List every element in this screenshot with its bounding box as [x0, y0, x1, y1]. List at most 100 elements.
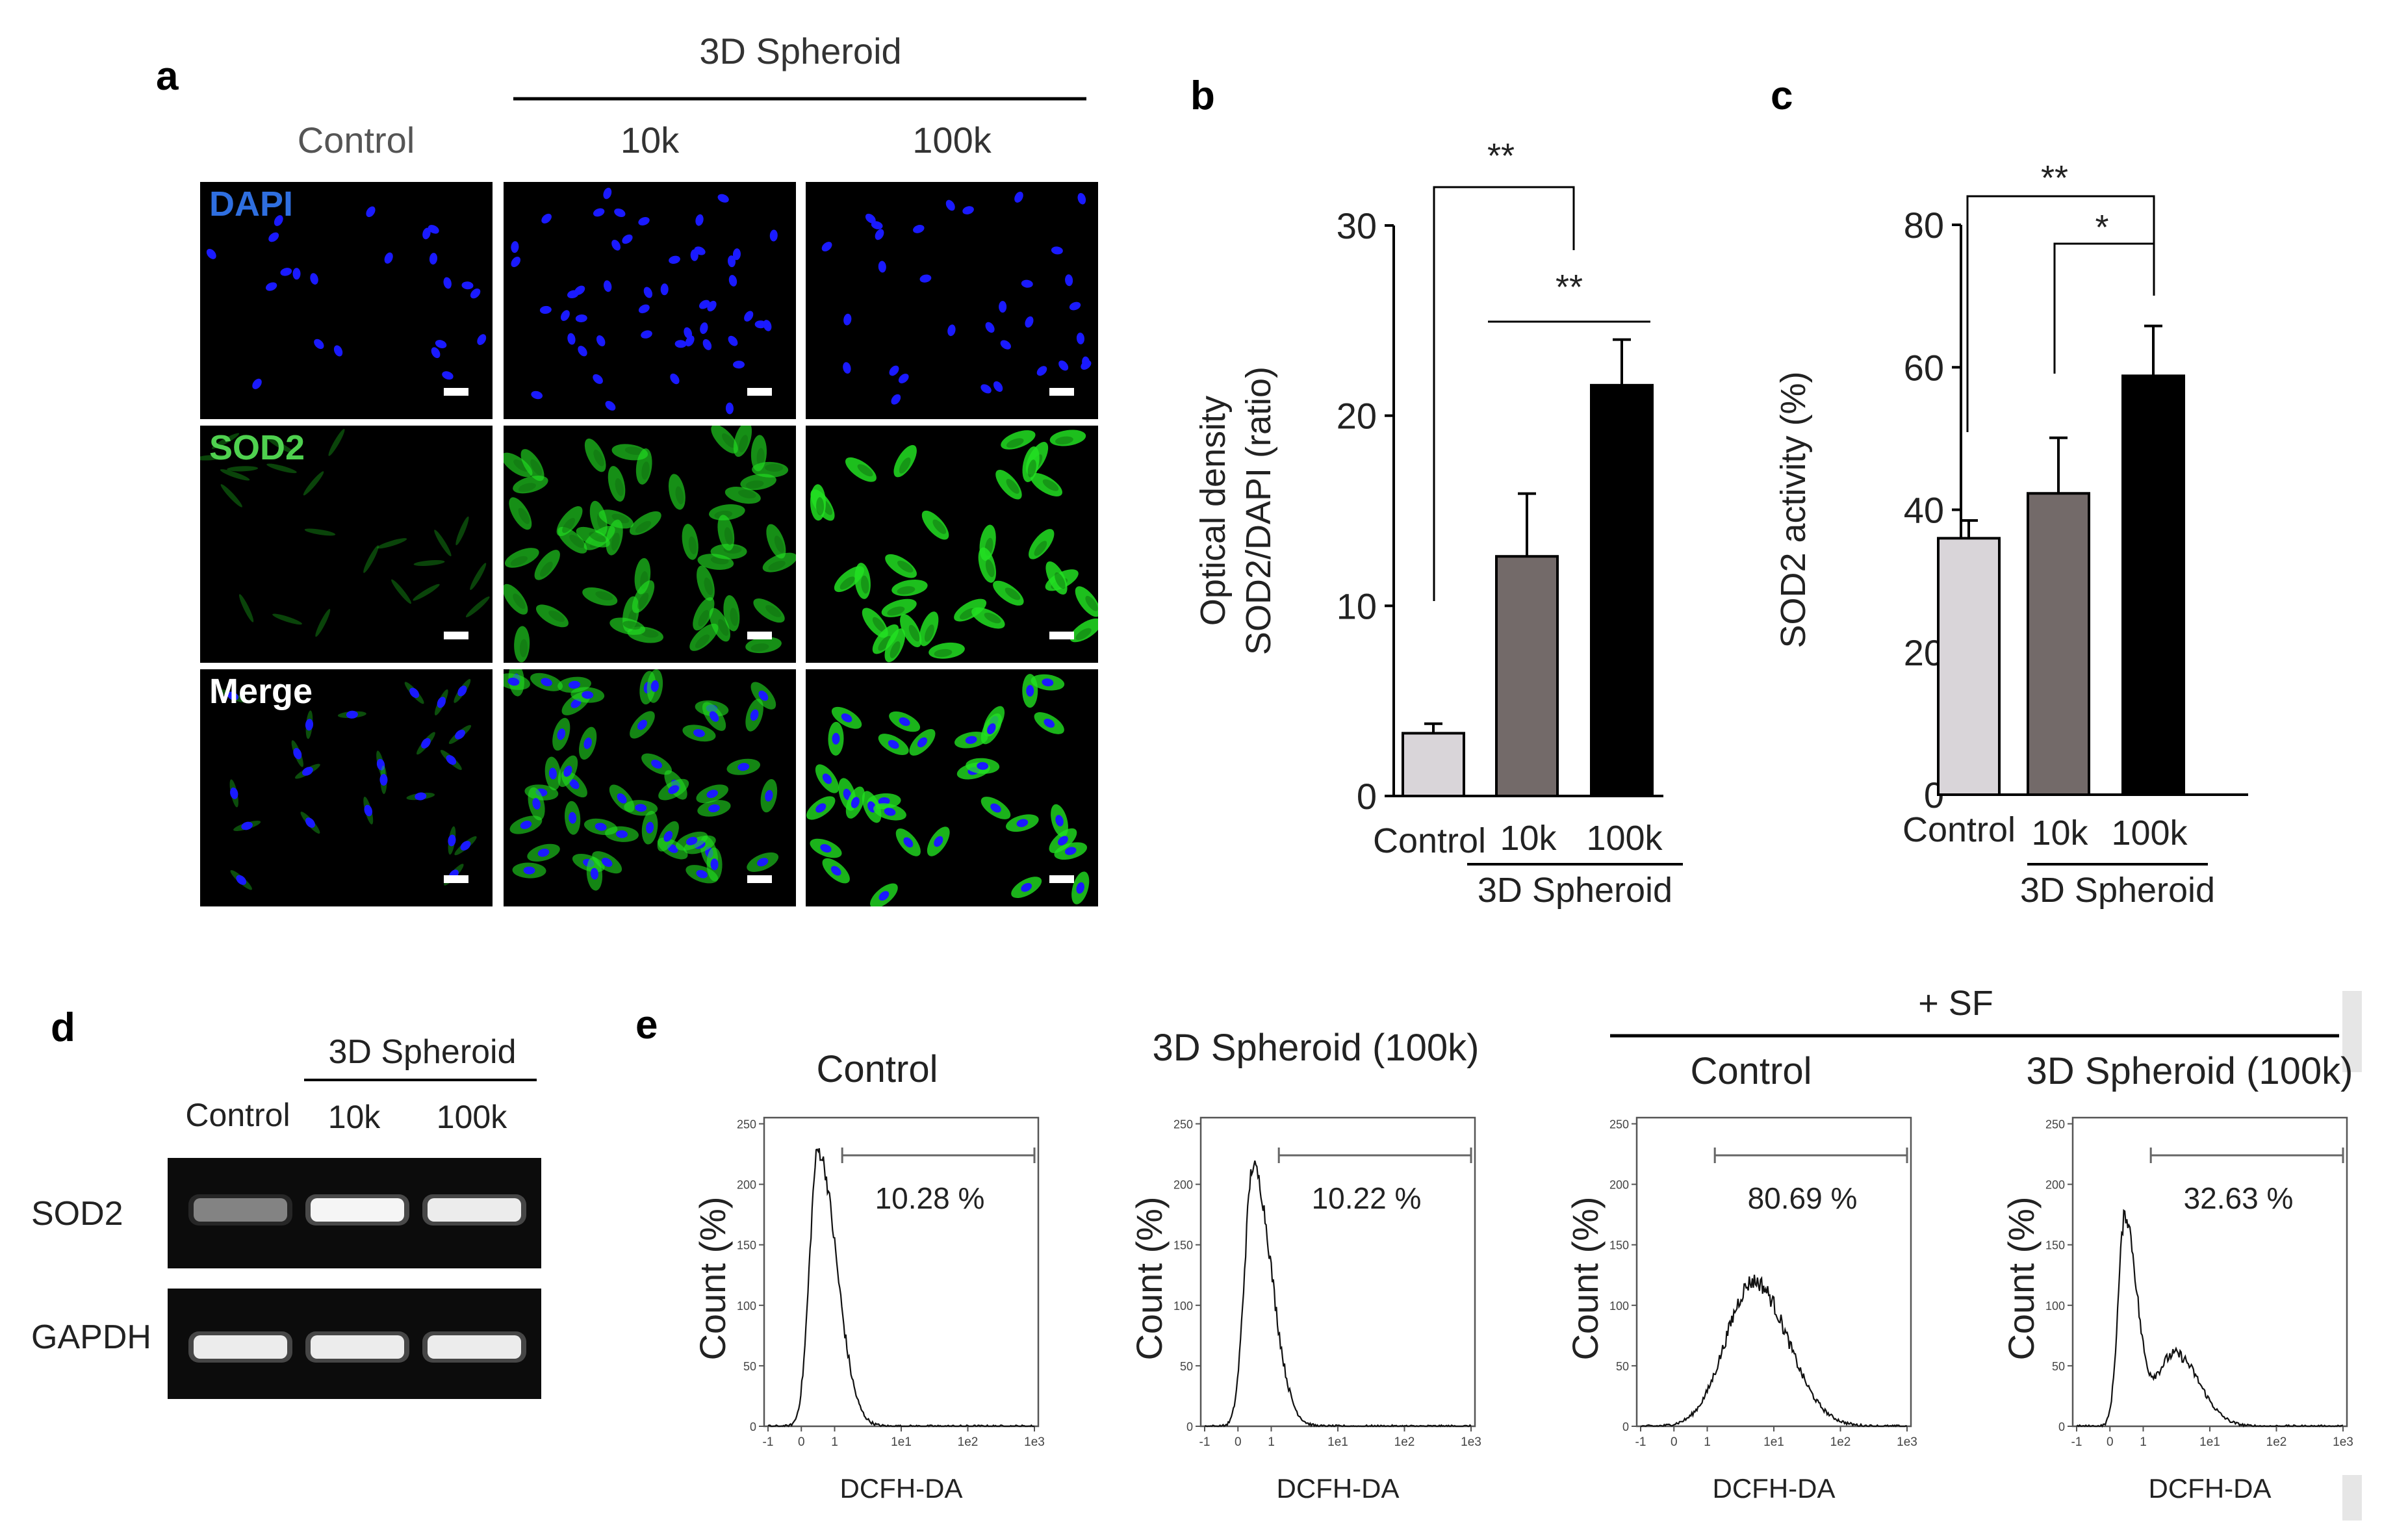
- cell-cytoplasm: [413, 559, 445, 566]
- cell-nucleus: [820, 844, 832, 853]
- micrograph-background: [200, 426, 493, 663]
- cell-nucleus: [889, 365, 899, 376]
- cell-nucleus: [431, 347, 441, 359]
- gate-label: 32.63 %: [2184, 1181, 2294, 1215]
- cell-nucleus: [660, 283, 669, 296]
- y-tick-label: 0: [1186, 1420, 1193, 1433]
- flow-title: Control: [1691, 1050, 1812, 1092]
- gel-band-glow: [305, 1194, 409, 1225]
- flow-plot-frame: [1199, 1116, 1476, 1428]
- gel-image: [168, 1158, 541, 1399]
- cell-cytoplasm-shade: [745, 480, 764, 489]
- cell-nucleus: [603, 187, 612, 199]
- cell-nucleus: [1064, 847, 1077, 855]
- y-tick-label: 150: [737, 1239, 756, 1252]
- cell-nucleus: [230, 787, 238, 799]
- cell-nucleus: [595, 823, 607, 831]
- x-tick-label: 1e2: [2266, 1435, 2287, 1449]
- cell-nucleus: [841, 713, 852, 723]
- flow-plot-frame: [763, 1116, 1040, 1428]
- cell-nucleus: [611, 239, 621, 251]
- panel-a-micrographs: a 3D Spheroid Control 10k 100k DAPI SOD2 M…: [156, 31, 1098, 906]
- cell-nucleus: [898, 374, 909, 383]
- cell-nucleus: [1044, 719, 1055, 728]
- cell-nucleus: [822, 773, 832, 784]
- cell-cytoplasm: [455, 516, 469, 546]
- cell-nucleus: [695, 214, 704, 226]
- scale-bar: [747, 875, 772, 883]
- panel-d-col-label: Control: [185, 1097, 290, 1133]
- gate-label: 80.69 %: [1748, 1181, 1858, 1215]
- flow-plot-frame: [1635, 1116, 1912, 1428]
- gate-label: 10.28 %: [875, 1181, 985, 1215]
- cell-cytoplasm: [211, 433, 240, 449]
- significance-label: **: [1487, 136, 1515, 175]
- cell-nucleus: [646, 821, 654, 834]
- cell-nucleus: [442, 371, 454, 380]
- cell-nucleus: [717, 194, 729, 203]
- cell-cytoplasm-shade: [698, 610, 710, 627]
- x-tick-label: 0: [2107, 1435, 2114, 1449]
- cell-nucleus: [698, 300, 710, 309]
- cell-nucleus: [707, 300, 717, 312]
- scale-bar: [1049, 875, 1074, 883]
- cell-cytoplasm-shade: [887, 606, 905, 616]
- edge-artifact: [2342, 1475, 2362, 1521]
- cell-cytoplasm: [200, 454, 227, 461]
- micrograph-cells: [806, 674, 1090, 906]
- cell-nucleus: [292, 268, 301, 280]
- cell-nucleus: [891, 394, 901, 405]
- bar: [2121, 374, 2185, 796]
- cell-nucleus: [252, 378, 262, 389]
- y-tick-label: 150: [1609, 1239, 1629, 1252]
- cell-nucleus: [575, 314, 587, 322]
- micrograph-tile: [504, 182, 796, 419]
- cell-nucleus: [333, 345, 343, 357]
- panel-d-col-label: 10k: [328, 1099, 381, 1135]
- cell-nucleus: [1055, 815, 1064, 827]
- cell-nucleus: [965, 736, 977, 744]
- scale-bar: [747, 632, 772, 639]
- significance-bracket: [2053, 242, 2155, 374]
- cell-nucleus: [733, 361, 745, 369]
- cell-nucleus: [865, 213, 876, 224]
- cell-nucleus: [241, 821, 253, 830]
- cell-nucleus: [532, 798, 541, 810]
- panel-e-letter: e: [635, 1003, 658, 1047]
- x-tick-label: -1: [1199, 1435, 1210, 1449]
- cell-nucleus: [437, 697, 446, 708]
- scale-bar: [444, 875, 468, 883]
- y-axis-label: Optical density: [1194, 396, 1233, 626]
- scale-bar: [1049, 632, 1074, 639]
- cell-nucleus: [696, 869, 708, 879]
- x-tick-label: 0: [1235, 1435, 1242, 1449]
- cell-nucleus: [280, 268, 292, 276]
- cell-nucleus: [1000, 340, 1011, 350]
- cell-cytoplasm-shade: [718, 619, 729, 636]
- cell-cytoplasm-shade: [897, 586, 916, 595]
- cell-nucleus: [305, 817, 315, 828]
- cell-nucleus: [637, 719, 647, 730]
- y-tick-label: 250: [1173, 1118, 1193, 1131]
- cell-nucleus: [1076, 882, 1084, 894]
- cell-nucleus: [569, 812, 577, 824]
- edge-artifact: [2342, 991, 2362, 1072]
- micrograph-tile: [504, 669, 796, 906]
- cell-nucleus: [685, 836, 698, 845]
- cell-nucleus: [567, 333, 576, 345]
- micrograph-background: [806, 669, 1098, 906]
- y-axis-label: Count (%): [1129, 1196, 1170, 1360]
- gel-band: [428, 1335, 521, 1359]
- cell-nucleus: [593, 374, 603, 384]
- gel-band-glow: [422, 1331, 526, 1363]
- cell-cytoplasm-shade: [1034, 541, 1047, 556]
- cell-cytoplasm-shade: [688, 536, 697, 555]
- bar: [1590, 383, 1654, 797]
- cell-nucleus: [947, 324, 956, 337]
- cell-cytoplasm: [266, 463, 297, 474]
- cell-nucleus: [428, 225, 439, 234]
- cell-cytoplasm-shade: [1006, 479, 1019, 494]
- cell-cytoplasm-shade: [593, 449, 604, 467]
- cell-cytoplasm-shade: [611, 513, 630, 524]
